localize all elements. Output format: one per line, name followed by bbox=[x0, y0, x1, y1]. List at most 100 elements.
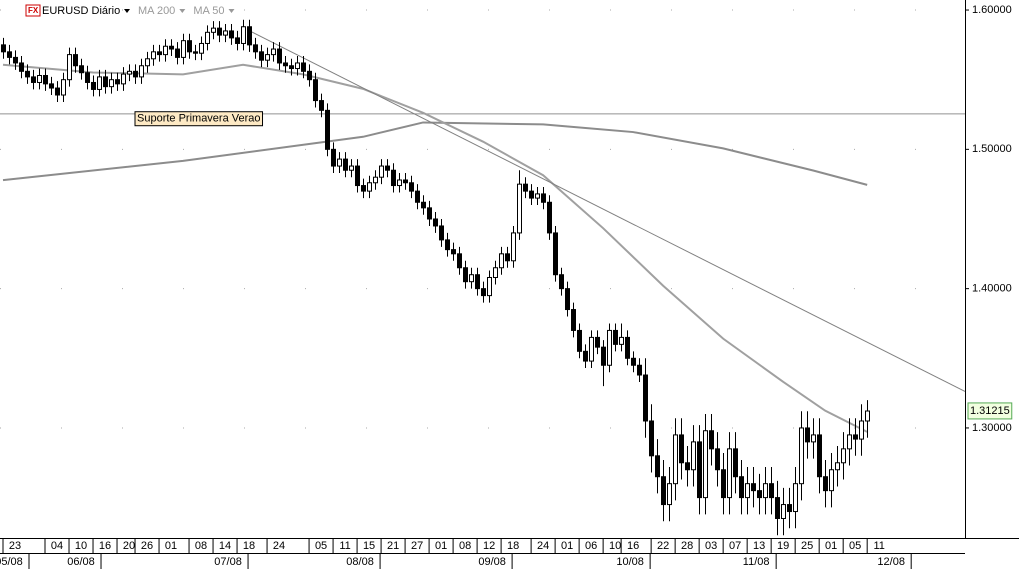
candle-body bbox=[61, 79, 66, 96]
candle-body bbox=[223, 30, 228, 36]
candle-body bbox=[37, 75, 42, 83]
x-tick-label: 25 bbox=[801, 540, 813, 552]
candle-body bbox=[157, 51, 162, 56]
candle-body bbox=[763, 483, 768, 499]
candle-body bbox=[235, 37, 240, 44]
candle-body bbox=[349, 165, 354, 171]
x-tick-label: 16 bbox=[627, 540, 639, 552]
candle-body bbox=[67, 54, 72, 81]
candle-body bbox=[181, 40, 186, 58]
x-tick-label: 24 bbox=[537, 540, 549, 552]
x-tick-label: 05 bbox=[849, 540, 861, 552]
candle-body bbox=[643, 374, 648, 422]
candle-body bbox=[127, 70, 132, 75]
y-tick-label: 1.30000 bbox=[972, 422, 1012, 434]
legend-entry[interactable]: MA 200 bbox=[138, 5, 175, 17]
legend-dropdown[interactable] bbox=[179, 9, 186, 13]
candle-body bbox=[595, 336, 600, 348]
candle-body bbox=[469, 274, 474, 283]
candle-body bbox=[205, 31, 210, 44]
candle-body bbox=[49, 83, 54, 89]
x-tick-label: 24 bbox=[273, 540, 285, 552]
month-label: 09/08 bbox=[478, 556, 506, 568]
x-tick-label: 03 bbox=[705, 540, 717, 552]
x-tick-label: 23 bbox=[9, 540, 21, 552]
candle-body bbox=[745, 483, 750, 499]
candle-body bbox=[655, 455, 660, 478]
dropdown-arrow[interactable] bbox=[124, 9, 130, 13]
legend-entry[interactable]: MA 50 bbox=[193, 5, 224, 17]
symbol-title[interactable]: EURUSD Diário bbox=[42, 5, 120, 17]
candle-body bbox=[385, 165, 390, 171]
candle-body bbox=[139, 65, 144, 78]
candle-body bbox=[787, 504, 792, 513]
candle-body bbox=[667, 483, 672, 506]
last-price-box bbox=[967, 402, 1013, 420]
x-tick-label: 10 bbox=[75, 540, 87, 552]
candle-body bbox=[541, 193, 546, 203]
candle-body bbox=[103, 76, 108, 88]
month-label: 10/08 bbox=[616, 556, 644, 568]
candle-body bbox=[325, 109, 330, 150]
x-tick-label: 08 bbox=[459, 540, 471, 552]
candle-body bbox=[445, 239, 450, 251]
candle-body bbox=[859, 420, 864, 440]
x-tick-label: 18 bbox=[507, 540, 519, 552]
candle-body bbox=[175, 48, 180, 58]
candle-body bbox=[343, 158, 348, 171]
candle-body bbox=[169, 45, 174, 50]
candle-body bbox=[253, 44, 258, 53]
candle-body bbox=[25, 70, 30, 78]
candle-body bbox=[379, 165, 384, 178]
candle-body bbox=[829, 469, 834, 492]
x-tick-label: 20 bbox=[123, 540, 135, 552]
x-tick-label: 01 bbox=[165, 540, 177, 552]
candle-body bbox=[433, 218, 438, 227]
moving-average bbox=[2, 63, 868, 433]
x-tick-label: 14 bbox=[219, 540, 231, 552]
fx-icon-text: FX bbox=[28, 6, 39, 15]
candle-body bbox=[55, 87, 60, 96]
candle-body bbox=[571, 309, 576, 331]
candle-body bbox=[865, 410, 870, 422]
candle-body bbox=[121, 73, 126, 85]
candle-body bbox=[823, 476, 828, 492]
candle-body bbox=[199, 42, 204, 54]
candle-body bbox=[529, 190, 534, 199]
candle-body bbox=[259, 51, 264, 61]
candle-body bbox=[781, 504, 786, 519]
candle-body bbox=[547, 201, 552, 234]
candle-body bbox=[733, 448, 738, 478]
x-tick-label: 19 bbox=[777, 540, 789, 552]
candle-body bbox=[397, 179, 402, 187]
candle-body bbox=[709, 430, 714, 450]
candle-body bbox=[463, 267, 468, 283]
x-tick-label: 28 bbox=[681, 540, 693, 552]
candle-body bbox=[337, 158, 342, 167]
x-tick-label: 18 bbox=[243, 540, 255, 552]
support-label: Suporte Primavera Verao bbox=[137, 113, 261, 125]
candle-body bbox=[31, 76, 36, 83]
month-label: 08/08 bbox=[346, 556, 374, 568]
x-tick-label: 26 bbox=[141, 540, 153, 552]
candle-body bbox=[793, 483, 798, 513]
x-tick-label: 27 bbox=[411, 540, 423, 552]
legend-dropdown[interactable] bbox=[228, 9, 235, 13]
y-tick-label: 1.40000 bbox=[972, 283, 1012, 295]
candle-body bbox=[631, 357, 636, 366]
candle-body bbox=[487, 276, 492, 297]
support-label-box bbox=[134, 111, 264, 127]
candle-body bbox=[523, 183, 528, 192]
candle-body bbox=[145, 58, 150, 67]
month-label: 12/08 bbox=[877, 556, 905, 568]
candle-body bbox=[559, 274, 564, 290]
candle-body bbox=[679, 434, 684, 464]
candle-body bbox=[217, 27, 222, 36]
candle-body bbox=[283, 62, 288, 67]
trend-line bbox=[250, 30, 966, 392]
y-tick-label: 1.50000 bbox=[972, 143, 1012, 155]
candle-body bbox=[553, 232, 558, 276]
candle-body bbox=[811, 434, 816, 443]
